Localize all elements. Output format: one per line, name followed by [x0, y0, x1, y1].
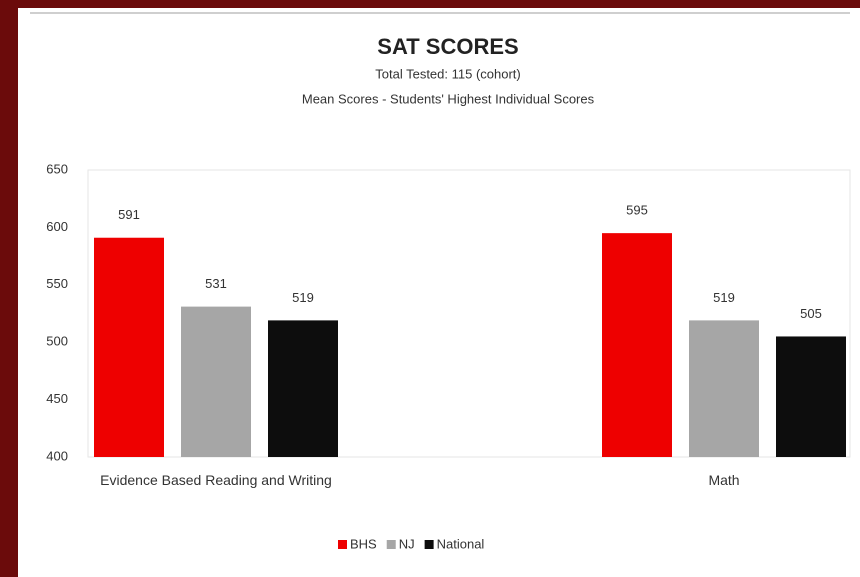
data-label: 505 — [800, 306, 822, 321]
legend-swatch — [386, 540, 396, 549]
legend-label: NJ — [399, 536, 415, 551]
bar — [602, 233, 672, 457]
data-label: 531 — [205, 276, 227, 291]
bar — [776, 336, 846, 457]
y-tick-label: 550 — [46, 276, 68, 291]
plot-area — [87, 169, 851, 458]
chart-subtitle: Mean Scores - Students' Highest Individu… — [302, 91, 595, 106]
legend-label: BHS — [350, 536, 377, 551]
y-tick-label: 400 — [46, 448, 68, 463]
bar — [181, 306, 251, 457]
legend-swatch — [424, 540, 434, 549]
data-label: 519 — [292, 290, 314, 305]
legend-swatch — [338, 540, 347, 549]
y-tick-label: 600 — [46, 219, 68, 234]
x-tick-label: Evidence Based Reading and Writing — [100, 472, 332, 488]
data-label: 519 — [713, 290, 735, 305]
bar — [689, 320, 759, 457]
data-label: 591 — [118, 207, 140, 222]
chart-title: SAT SCORES — [377, 34, 518, 59]
bar — [94, 237, 164, 457]
legend-label: National — [437, 536, 485, 551]
bar — [268, 320, 338, 457]
x-tick-label: Math — [708, 472, 740, 488]
chart-subtitle: Total Tested: 115 (cohort) — [375, 66, 521, 81]
y-tick-label: 500 — [46, 334, 68, 349]
y-tick-label: 650 — [46, 161, 68, 176]
data-label: 595 — [626, 203, 648, 218]
y-tick-label: 450 — [46, 391, 68, 406]
